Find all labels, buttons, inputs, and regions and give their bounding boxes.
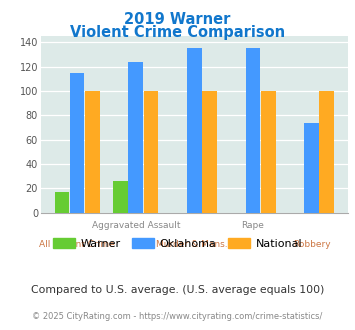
Bar — [304, 123, 319, 213]
Bar — [246, 49, 260, 213]
Text: © 2025 CityRating.com - https://www.cityrating.com/crime-statistics/: © 2025 CityRating.com - https://www.city… — [32, 312, 323, 321]
Legend: Warner, Oklahoma, National: Warner, Oklahoma, National — [49, 234, 306, 253]
Bar — [261, 91, 275, 213]
Bar — [55, 192, 69, 213]
Text: Murder & Mans...: Murder & Mans... — [156, 240, 233, 249]
Bar — [113, 181, 128, 213]
Text: Rape: Rape — [241, 221, 264, 230]
Text: Violent Crime Comparison: Violent Crime Comparison — [70, 25, 285, 40]
Bar — [144, 91, 158, 213]
Text: Compared to U.S. average. (U.S. average equals 100): Compared to U.S. average. (U.S. average … — [31, 285, 324, 295]
Text: All Violent Crime: All Violent Crime — [39, 240, 115, 249]
Bar — [129, 62, 143, 213]
Text: 2019 Warner: 2019 Warner — [124, 12, 231, 26]
Text: Aggravated Assault: Aggravated Assault — [92, 221, 180, 230]
Bar — [70, 73, 84, 213]
Bar — [85, 91, 100, 213]
Bar — [202, 91, 217, 213]
Bar — [187, 49, 202, 213]
Bar — [320, 91, 334, 213]
Text: Robbery: Robbery — [293, 240, 331, 249]
